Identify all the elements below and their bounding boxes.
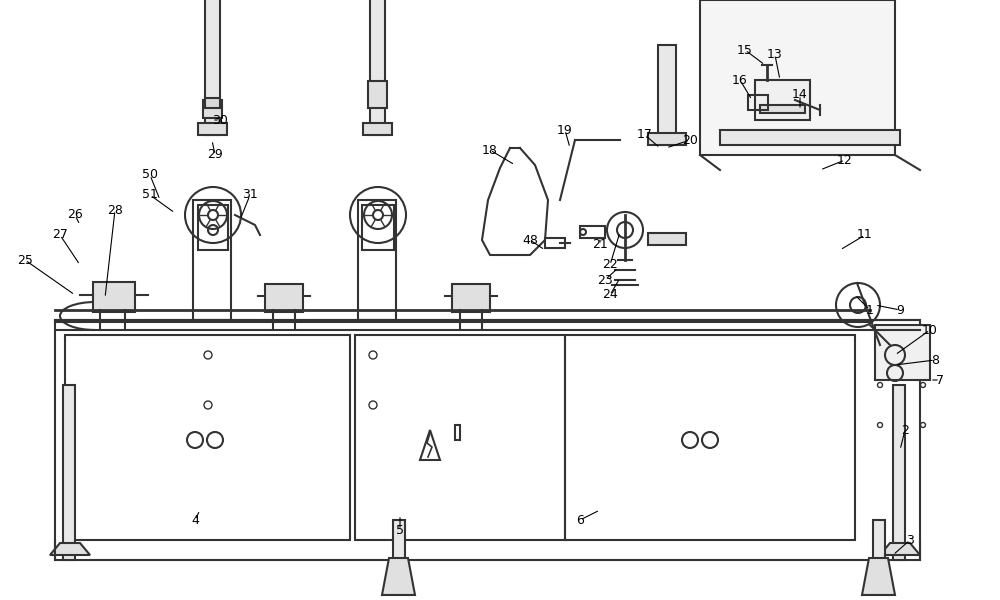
Text: 5: 5 xyxy=(396,523,404,536)
Text: 17: 17 xyxy=(637,128,653,142)
Text: 2: 2 xyxy=(901,424,909,437)
Text: 1: 1 xyxy=(866,304,874,317)
Bar xyxy=(873,520,885,560)
Polygon shape xyxy=(50,543,90,555)
Polygon shape xyxy=(880,543,920,555)
Bar xyxy=(748,95,768,110)
Text: 15: 15 xyxy=(737,43,753,56)
Bar xyxy=(63,385,75,560)
Bar xyxy=(648,233,686,245)
Text: 14: 14 xyxy=(792,88,808,101)
Bar xyxy=(700,0,895,155)
Bar xyxy=(368,81,387,108)
Text: 21: 21 xyxy=(592,238,608,251)
Text: 4: 4 xyxy=(191,514,199,527)
Text: 20: 20 xyxy=(682,133,698,146)
Bar xyxy=(358,200,396,320)
Bar xyxy=(205,98,220,108)
Bar xyxy=(55,320,920,560)
Text: 10: 10 xyxy=(922,323,938,337)
Text: 24: 24 xyxy=(602,289,618,301)
Text: 19: 19 xyxy=(557,124,573,136)
Text: 31: 31 xyxy=(242,188,258,202)
Bar xyxy=(205,0,220,135)
Text: 3: 3 xyxy=(906,533,914,547)
Text: 9: 9 xyxy=(896,304,904,317)
Text: 16: 16 xyxy=(732,73,748,86)
Bar xyxy=(452,284,490,312)
Text: 11: 11 xyxy=(857,229,873,241)
Bar xyxy=(565,335,855,540)
Bar xyxy=(893,385,905,560)
Text: 27: 27 xyxy=(52,229,68,241)
Bar xyxy=(362,205,394,250)
Bar xyxy=(755,80,810,120)
Bar xyxy=(65,335,350,540)
Bar xyxy=(720,130,900,145)
Bar xyxy=(545,238,565,248)
Bar xyxy=(393,520,405,560)
Bar xyxy=(648,133,686,145)
Text: 12: 12 xyxy=(837,154,853,166)
Bar xyxy=(203,100,222,118)
Text: 51: 51 xyxy=(142,188,158,202)
Bar xyxy=(93,282,135,312)
Text: 29: 29 xyxy=(207,148,223,161)
Text: 6: 6 xyxy=(576,514,584,527)
Text: 48: 48 xyxy=(522,233,538,247)
Text: 8: 8 xyxy=(931,353,939,367)
Bar xyxy=(355,335,565,540)
Text: 50: 50 xyxy=(142,169,158,181)
Bar xyxy=(198,123,227,135)
Polygon shape xyxy=(862,558,895,595)
Bar xyxy=(265,284,303,312)
Text: 26: 26 xyxy=(67,208,83,221)
Bar xyxy=(363,123,392,135)
Text: 23: 23 xyxy=(597,274,613,286)
Bar xyxy=(875,325,930,380)
Bar xyxy=(580,226,605,238)
Text: 13: 13 xyxy=(767,49,783,61)
Bar xyxy=(193,200,231,320)
Text: 28: 28 xyxy=(107,203,123,217)
Text: 25: 25 xyxy=(17,253,33,266)
Bar xyxy=(658,45,676,145)
Text: 30: 30 xyxy=(212,113,228,127)
Bar xyxy=(370,0,385,135)
Text: 18: 18 xyxy=(482,143,498,157)
Text: 7: 7 xyxy=(936,373,944,386)
Text: 22: 22 xyxy=(602,259,618,271)
Polygon shape xyxy=(382,558,415,595)
Bar xyxy=(760,105,805,113)
Bar xyxy=(198,205,228,250)
Bar xyxy=(455,425,460,440)
